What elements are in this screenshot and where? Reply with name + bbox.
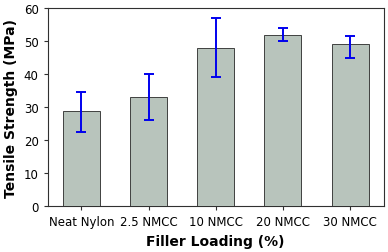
Bar (332, 45, 369, 206)
X-axis label: Filler Loading (%): Filler Loading (%) (147, 234, 285, 248)
Bar (265, 36, 301, 206)
Bar (197, 49, 234, 206)
Bar (63, 111, 100, 206)
Y-axis label: Tensile Strength (MPa): Tensile Strength (MPa) (4, 19, 18, 197)
Bar (130, 98, 167, 206)
